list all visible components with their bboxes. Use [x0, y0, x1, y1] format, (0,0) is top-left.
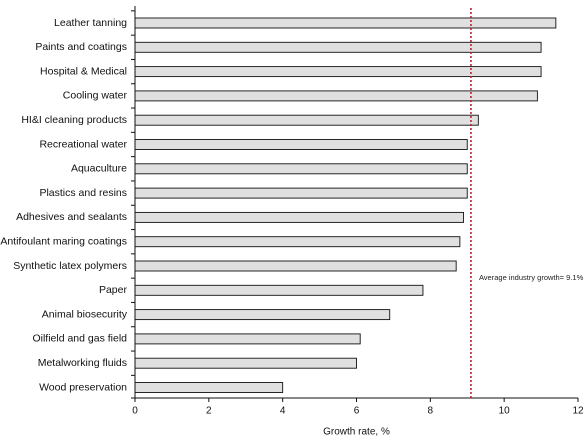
- category-label: Adhesives and sealants: [16, 211, 127, 223]
- category-labels-layer: Leather tanning Paints and coatings Hospit…: [0, 17, 127, 394]
- bar: [134, 17, 557, 29]
- x-ticks-layer: 0 2 4 6 8 10 12: [132, 398, 584, 416]
- category-label: Animal biosecurity: [42, 308, 128, 320]
- bar: [134, 139, 468, 150]
- x-tick-label: 12: [572, 405, 584, 416]
- x-tick-label: 6: [354, 405, 360, 416]
- category-label: Aquaculture: [71, 163, 127, 175]
- category-label: Antifoulant maring coatings: [0, 235, 127, 247]
- x-tick-label: 8: [428, 405, 434, 416]
- bar: [134, 41, 542, 53]
- bar: [134, 382, 284, 393]
- average-growth-annotation: Average industry growth= 9.1%: [479, 273, 584, 282]
- bar: [134, 211, 465, 223]
- x-tick-label: 4: [280, 405, 286, 416]
- bar: [134, 66, 542, 78]
- category-label: Recreational water: [39, 138, 127, 150]
- category-label: Oilfield and gas field: [32, 333, 127, 345]
- x-tick-label: 0: [132, 405, 138, 416]
- bar: [134, 309, 391, 321]
- bar: [134, 357, 357, 369]
- category-label: Wood preservation: [39, 381, 127, 393]
- bar: [134, 236, 461, 248]
- bars-layer: [134, 17, 557, 393]
- x-tick-label: 2: [206, 405, 212, 416]
- category-label: Cooling water: [63, 90, 128, 102]
- bar: [134, 114, 479, 126]
- bar: [134, 284, 424, 296]
- bar: [134, 163, 468, 175]
- x-axis-title: Growth rate, %: [323, 426, 390, 437]
- category-label: HI&I cleaning products: [21, 114, 127, 126]
- category-label: Leather tanning: [54, 17, 127, 29]
- category-label: Hospital & Medical: [40, 65, 127, 77]
- bar: [134, 333, 361, 345]
- category-label: Paper: [99, 284, 128, 296]
- x-tick-label: 10: [499, 405, 511, 416]
- category-label: Paints and coatings: [35, 41, 127, 53]
- category-label: Metalworking fluids: [38, 357, 127, 369]
- category-label: Synthetic latex polymers: [13, 260, 127, 272]
- bar: [134, 90, 538, 102]
- bar: [134, 260, 457, 272]
- category-label: Plastics and resins: [39, 187, 127, 199]
- bar: [134, 187, 468, 199]
